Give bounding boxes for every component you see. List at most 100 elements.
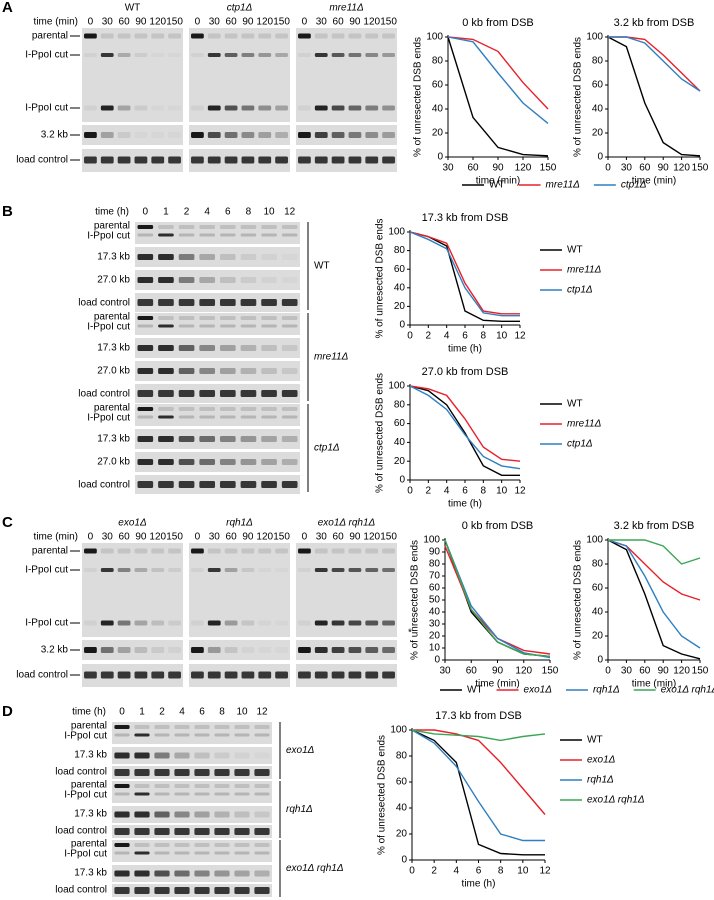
x-tick-label: 150	[692, 666, 709, 677]
gel-band	[219, 316, 236, 320]
gel-band	[134, 887, 150, 894]
time-label: time (min)	[34, 17, 78, 28]
legend-label: WT	[489, 180, 505, 191]
x-axis-label: time (min)	[475, 679, 519, 690]
gel-band	[258, 105, 272, 111]
row-label: I-PpoI cut	[25, 103, 68, 114]
gel-band	[382, 33, 395, 39]
gel-band	[199, 254, 216, 260]
gel-band	[199, 390, 216, 397]
gel-band	[224, 568, 238, 572]
row-label: I-PpoI cut	[87, 231, 130, 242]
gel-image	[135, 338, 300, 358]
gel-band	[240, 459, 257, 465]
gel-band	[134, 792, 150, 796]
gel-band	[178, 233, 195, 237]
gel-image	[82, 543, 183, 637]
y-axis-label: % of unresected DSB ends	[573, 37, 584, 157]
chart-title: 0 kb from DSB	[462, 520, 534, 532]
gel-band	[168, 132, 181, 138]
gel-band	[151, 132, 164, 138]
gel-band	[382, 568, 395, 572]
gel-band	[275, 621, 288, 626]
x-tick-label: 12	[514, 331, 526, 342]
y-tick-label: 80	[429, 559, 441, 570]
gel-band	[314, 671, 328, 679]
x-tick-label: 30	[621, 163, 633, 174]
y-tick-label: 60	[592, 583, 604, 594]
gel-band	[348, 53, 362, 57]
gel-band	[134, 843, 150, 847]
gel-band	[314, 105, 328, 111]
gel-band	[84, 132, 97, 138]
y-axis-label: % of unresected DSB ends	[375, 218, 386, 338]
gel-band	[134, 548, 148, 554]
gel-band	[219, 407, 236, 411]
gel-band	[174, 843, 190, 847]
gel-band	[234, 811, 250, 818]
gel-image	[296, 543, 397, 637]
row-label: I-PpoI cut	[64, 849, 107, 860]
lane-label: 120	[149, 532, 166, 543]
gel-band	[241, 548, 255, 554]
gel-band	[178, 459, 195, 465]
gel-band	[114, 870, 130, 877]
gel-band	[214, 769, 230, 776]
x-tick-label: 0	[605, 666, 611, 677]
gel-image	[112, 781, 272, 803]
gel-band	[261, 324, 277, 328]
y-tick-label: 80	[432, 56, 444, 67]
lane-label: 90	[242, 17, 254, 28]
gel-band	[254, 769, 270, 776]
gel-band	[117, 53, 131, 57]
gel-band	[281, 316, 298, 320]
row-label: 17.3 kb	[97, 343, 130, 354]
gel-band	[100, 620, 114, 626]
legend-label: rqh1Δ	[587, 775, 614, 786]
lane-label: 60	[226, 17, 238, 28]
strain-label: mre11Δ	[314, 352, 349, 363]
row-label: 17.3 kb	[74, 868, 107, 879]
row-label: 27.0 kb	[97, 457, 130, 468]
gel-band	[331, 568, 345, 572]
gel-band	[214, 843, 230, 847]
lane-label: 0	[88, 532, 94, 543]
y-tick-label: 60	[394, 418, 406, 429]
y-tick-label: 50	[429, 595, 441, 606]
gel-band	[134, 769, 150, 776]
gel-band	[240, 415, 257, 419]
y-tick-label: 0	[399, 475, 405, 486]
legend-label: exo1Δ	[524, 685, 553, 696]
row-label: 17.3 kb	[97, 252, 130, 263]
gel-band	[241, 620, 255, 626]
gel-band	[137, 390, 154, 397]
lane-label: 30	[209, 17, 221, 28]
gel-image	[296, 640, 397, 660]
gel-band	[348, 132, 362, 138]
gel-band	[254, 851, 270, 855]
lane-label: 0	[302, 532, 308, 543]
x-tick-label: 6	[476, 866, 482, 877]
strain-label: ctp1Δ	[227, 3, 253, 14]
gel-band	[199, 233, 216, 237]
gel-band	[100, 53, 114, 57]
gel-band	[241, 671, 255, 679]
y-axis-label: % of unresected DSB ends	[410, 540, 421, 660]
gel-image	[112, 722, 272, 744]
y-tick-label: 100	[423, 535, 440, 546]
series-line	[411, 729, 545, 856]
series-line	[608, 539, 701, 565]
gel-band	[154, 725, 170, 729]
gel-band	[241, 105, 255, 111]
gel-band	[275, 548, 288, 554]
gel-band	[194, 851, 210, 855]
series-line	[447, 36, 549, 124]
gel-band	[114, 843, 130, 847]
gel-band	[154, 843, 170, 847]
panel-letter: C	[2, 514, 13, 531]
gel-band	[240, 345, 257, 351]
y-tick-label: 60	[432, 80, 444, 91]
gel-band	[117, 620, 131, 626]
legend-label: ctp1Δ	[567, 439, 593, 450]
gel-band	[134, 784, 150, 788]
